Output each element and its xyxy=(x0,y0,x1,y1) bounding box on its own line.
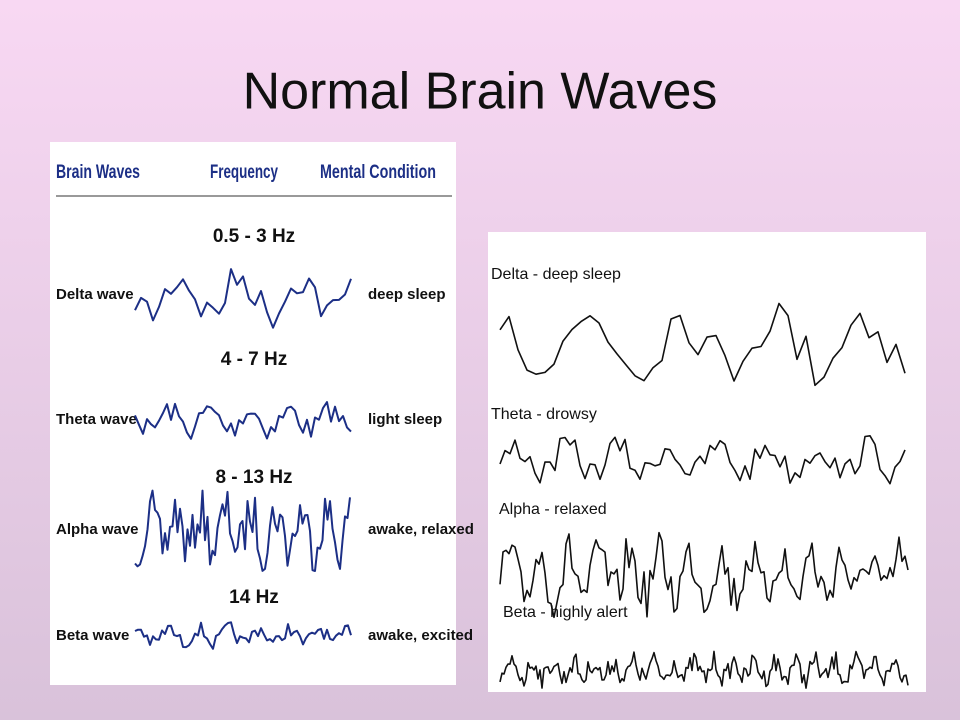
mental-condition: awake, relaxed xyxy=(368,521,474,538)
header: Frequency xyxy=(210,162,278,183)
wave-trace xyxy=(134,268,352,329)
wave-label: Beta - highly alert xyxy=(503,604,628,621)
wave-name: Delta wave xyxy=(56,286,134,303)
wave-label: Alpha - relaxed xyxy=(499,501,607,518)
wave-label: Theta - drowsy xyxy=(491,406,597,423)
frequency-label: 14 Hz xyxy=(229,587,279,608)
slide-title: Normal Brain Waves xyxy=(243,63,718,121)
wave-name: Alpha wave xyxy=(56,521,139,538)
wave-trace xyxy=(134,489,351,572)
wave-trace xyxy=(134,401,352,440)
mental-condition: deep sleep xyxy=(368,286,446,303)
wave-trace xyxy=(499,650,909,689)
wave-trace xyxy=(499,302,906,387)
wave-label: Delta - deep sleep xyxy=(491,266,621,283)
mental-condition: light sleep xyxy=(368,411,442,428)
mental-condition: awake, excited xyxy=(368,627,473,644)
wave-trace xyxy=(499,435,906,485)
frequency-label: 4 - 7 Hz xyxy=(221,349,288,370)
header: Mental Condition xyxy=(320,162,436,183)
wave-trace xyxy=(134,621,352,650)
right-panel xyxy=(488,232,926,692)
wave-name: Theta wave xyxy=(56,411,137,428)
header: Brain Waves xyxy=(56,162,140,183)
wave-name: Beta wave xyxy=(56,627,129,644)
frequency-label: 8 - 13 Hz xyxy=(215,467,292,488)
wave-trace xyxy=(499,531,909,619)
frequency-label: 0.5 - 3 Hz xyxy=(213,226,295,247)
